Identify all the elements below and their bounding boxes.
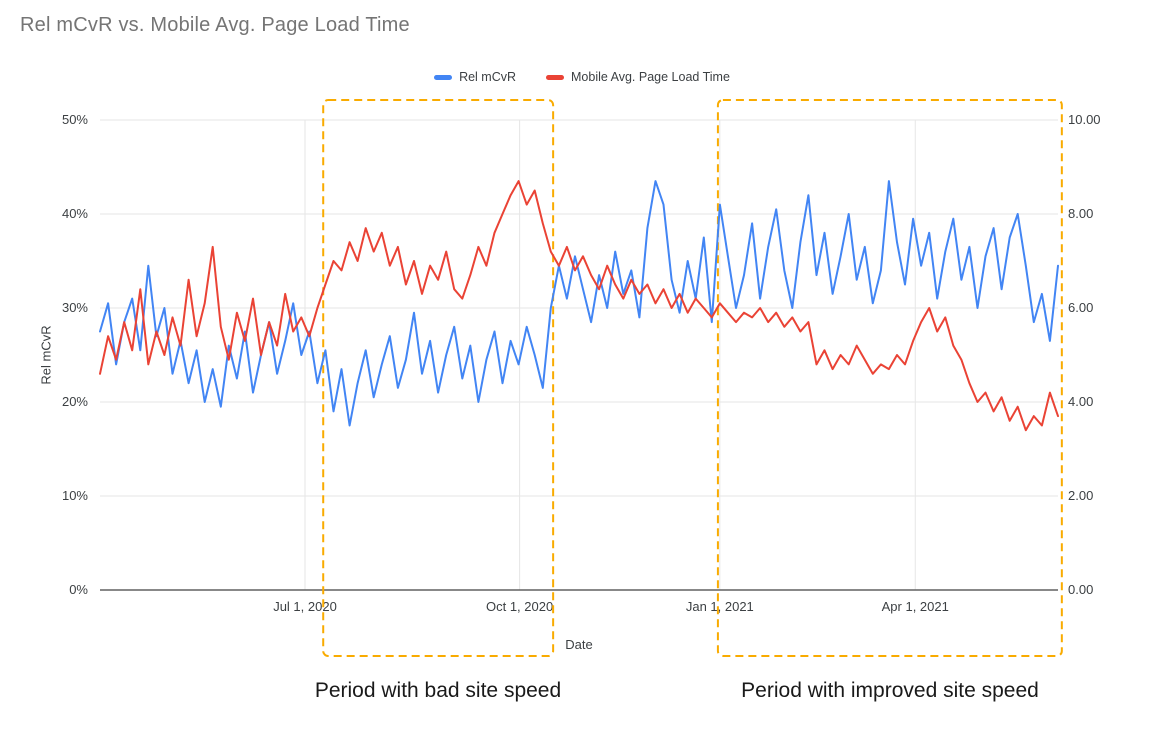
annotation-label-improved-period: Period with improved site speed <box>741 679 1039 702</box>
legend-swatch-red <box>546 74 565 80</box>
highlight-box-0 <box>322 99 555 657</box>
highlight-box-1 <box>716 99 1063 657</box>
x-tick-label: Apr 1, 2021 <box>882 599 949 614</box>
y-left-tick-label: 30% <box>62 300 88 315</box>
legend-label-rel-mcvr: Rel mCvR <box>459 70 517 84</box>
y-left-tick-label: 50% <box>62 112 88 127</box>
legend-item-page-load-time: Mobile Avg. Page Load Time <box>546 70 730 84</box>
legend-swatch-blue <box>434 74 453 80</box>
legend-label-page-load-time: Mobile Avg. Page Load Time <box>571 70 730 84</box>
x-tick-label: Jan 1, 2021 <box>686 599 754 614</box>
y-left-tick-label: 40% <box>62 206 88 221</box>
y-left-tick-label: 10% <box>62 488 88 503</box>
x-tick-label: Jul 1, 2020 <box>273 599 337 614</box>
y-right-tick-label: 4.00 <box>1068 394 1093 409</box>
y-axis-title-left: Rel mCvR <box>38 325 54 385</box>
y-right-tick-label: 10.00 <box>1068 112 1101 127</box>
legend: Rel mCvR Mobile Avg. Page Load Time <box>0 70 1164 84</box>
y-right-tick-label: 0.00 <box>1068 582 1093 597</box>
x-tick-label: Oct 1, 2020 <box>486 599 553 614</box>
y-right-tick-label: 8.00 <box>1068 206 1093 221</box>
y-right-tick-label: 2.00 <box>1068 488 1093 503</box>
annotation-label-bad-period: Period with bad site speed <box>314 679 562 702</box>
chart-title: Rel mCvR vs. Mobile Avg. Page Load Time <box>20 14 410 36</box>
legend-item-rel-mcvr: Rel mCvR <box>434 70 516 84</box>
y-right-tick-label: 6.00 <box>1068 300 1093 315</box>
y-left-tick-label: 20% <box>62 394 88 409</box>
x-axis-title: Date <box>565 637 593 652</box>
series-line-1 <box>99 180 1059 432</box>
series-line-0 <box>99 180 1059 427</box>
y-left-tick-label: 0% <box>69 582 88 597</box>
